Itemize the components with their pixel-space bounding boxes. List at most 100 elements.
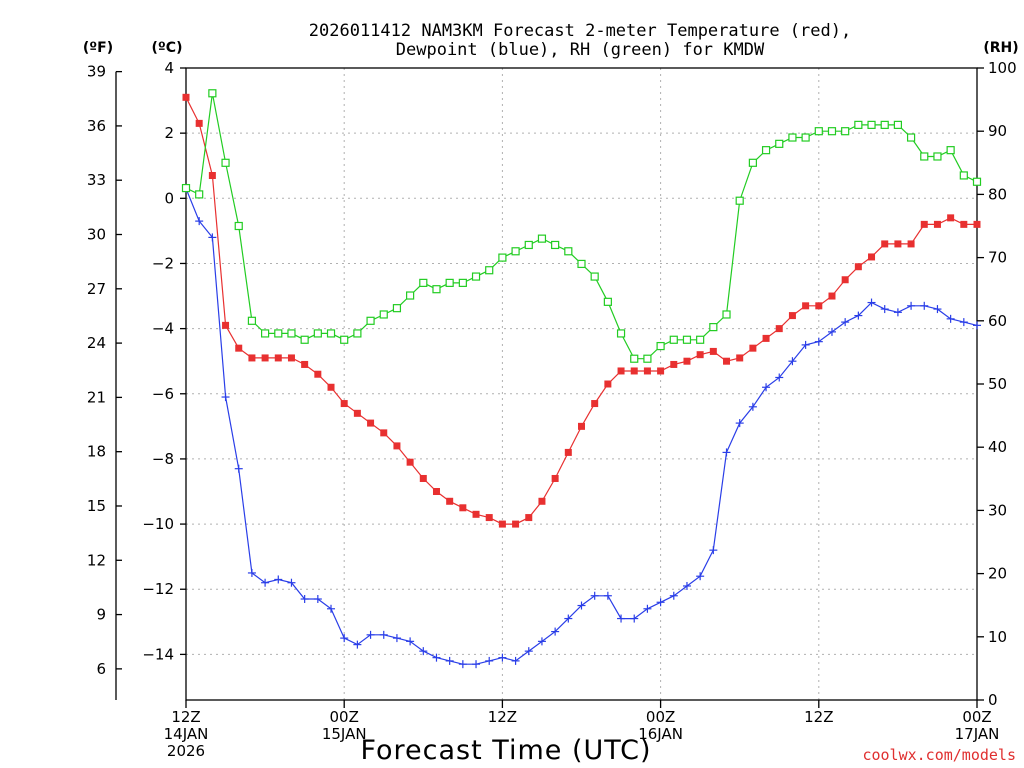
- data-point: [669, 335, 678, 344]
- data-point: [247, 568, 256, 577]
- celsius-tick-label: 2: [164, 124, 174, 142]
- data-point: [221, 158, 230, 167]
- data-point: [827, 127, 837, 136]
- data-point: [920, 301, 929, 310]
- data-point: [801, 133, 810, 142]
- data-point: [906, 133, 916, 142]
- data-point: [300, 595, 309, 604]
- data-point: [973, 321, 981, 330]
- data-point: [445, 656, 454, 665]
- data-point: [827, 327, 836, 336]
- rh-tick-label: 20: [988, 565, 1007, 583]
- celsius-tick-label: −12: [142, 580, 174, 598]
- data-point: [841, 127, 850, 136]
- data-point: [630, 367, 638, 375]
- data-point: [274, 575, 283, 584]
- rh-tick-label: 30: [988, 501, 1007, 519]
- data-point: [959, 318, 968, 327]
- data-point: [761, 146, 771, 155]
- data-point: [380, 429, 388, 437]
- data-point: [512, 520, 520, 528]
- data-point: [656, 598, 665, 607]
- fahrenheit-tick-label: 36: [87, 117, 106, 135]
- rh-axis-unit: (RH): [983, 40, 1018, 56]
- data-point: [854, 311, 863, 320]
- data-point: [537, 234, 547, 243]
- data-point: [762, 334, 770, 342]
- data-point: [854, 263, 862, 271]
- data-point: [722, 448, 731, 457]
- data-point: [379, 630, 388, 639]
- celsius-tick-label: 0: [164, 189, 174, 207]
- data-point: [933, 305, 942, 314]
- data-point: [814, 127, 823, 136]
- series-relative-humidity: [181, 89, 982, 363]
- data-point: [564, 247, 573, 256]
- celsius-axis-unit: (ºC): [152, 40, 183, 56]
- data-point: [551, 474, 559, 482]
- celsius-tick-label: −2: [152, 254, 174, 272]
- chart-title-line-1: 2026011412 NAM3KM Forecast 2-meter Tempe…: [309, 21, 851, 41]
- data-point: [314, 370, 322, 378]
- x-tick-label: 00Z: [962, 708, 991, 726]
- data-point: [591, 400, 599, 408]
- data-point: [867, 298, 876, 307]
- fahrenheit-tick-label: 12: [87, 551, 106, 569]
- data-point: [366, 630, 375, 639]
- celsius-tick-label: −4: [152, 320, 174, 338]
- tick-labels: 420−2−4−6−8−10−12−1439363330272421181512…: [87, 59, 1017, 760]
- x-axis-title: Forecast Time (UTC): [360, 735, 651, 766]
- data-point: [815, 302, 823, 310]
- data-point: [630, 614, 639, 623]
- data-point: [959, 171, 968, 180]
- data-point: [458, 660, 467, 669]
- rh-tick-label: 10: [988, 628, 1007, 646]
- data-point: [841, 318, 850, 327]
- data-point: [736, 354, 744, 362]
- rh-tick-label: 90: [988, 122, 1007, 140]
- celsius-tick-label: −10: [142, 515, 174, 533]
- data-point: [353, 640, 362, 649]
- data-point: [933, 152, 942, 161]
- data-point: [274, 329, 283, 338]
- data-point: [313, 595, 322, 604]
- data-point: [235, 344, 243, 352]
- data-point: [616, 329, 626, 338]
- data-point: [814, 337, 823, 346]
- rh-tick-label: 100: [988, 59, 1017, 77]
- data-point: [828, 292, 836, 300]
- data-point: [682, 581, 691, 590]
- data-point: [696, 572, 705, 581]
- data-point: [498, 253, 507, 262]
- data-point: [392, 634, 401, 643]
- data-point: [458, 278, 467, 287]
- data-point: [287, 354, 295, 362]
- data-point: [300, 335, 309, 344]
- data-point: [340, 335, 349, 344]
- data-point: [234, 464, 243, 473]
- data-point: [327, 383, 335, 391]
- data-point: [261, 354, 269, 362]
- data-point: [972, 177, 982, 186]
- celsius-tick-label: −8: [152, 450, 174, 468]
- data-point: [709, 546, 718, 555]
- fahrenheit-tick-label: 9: [96, 606, 106, 624]
- data-point: [459, 504, 467, 512]
- data-point: [366, 316, 375, 325]
- data-point: [617, 614, 626, 623]
- fahrenheit-tick-label: 39: [87, 63, 106, 81]
- data-point: [802, 302, 810, 310]
- data-point: [525, 514, 533, 522]
- data-point: [432, 488, 440, 496]
- data-point: [551, 240, 560, 250]
- fahrenheit-tick-label: 27: [87, 280, 106, 298]
- data-point: [498, 653, 507, 662]
- data-point: [445, 278, 454, 287]
- data-point: [749, 344, 757, 352]
- data-point: [920, 152, 929, 161]
- celsius-tick-label: 4: [164, 59, 174, 77]
- data-point: [868, 253, 876, 261]
- data-point: [920, 220, 928, 228]
- data-point: [234, 221, 243, 231]
- data-point: [195, 190, 204, 199]
